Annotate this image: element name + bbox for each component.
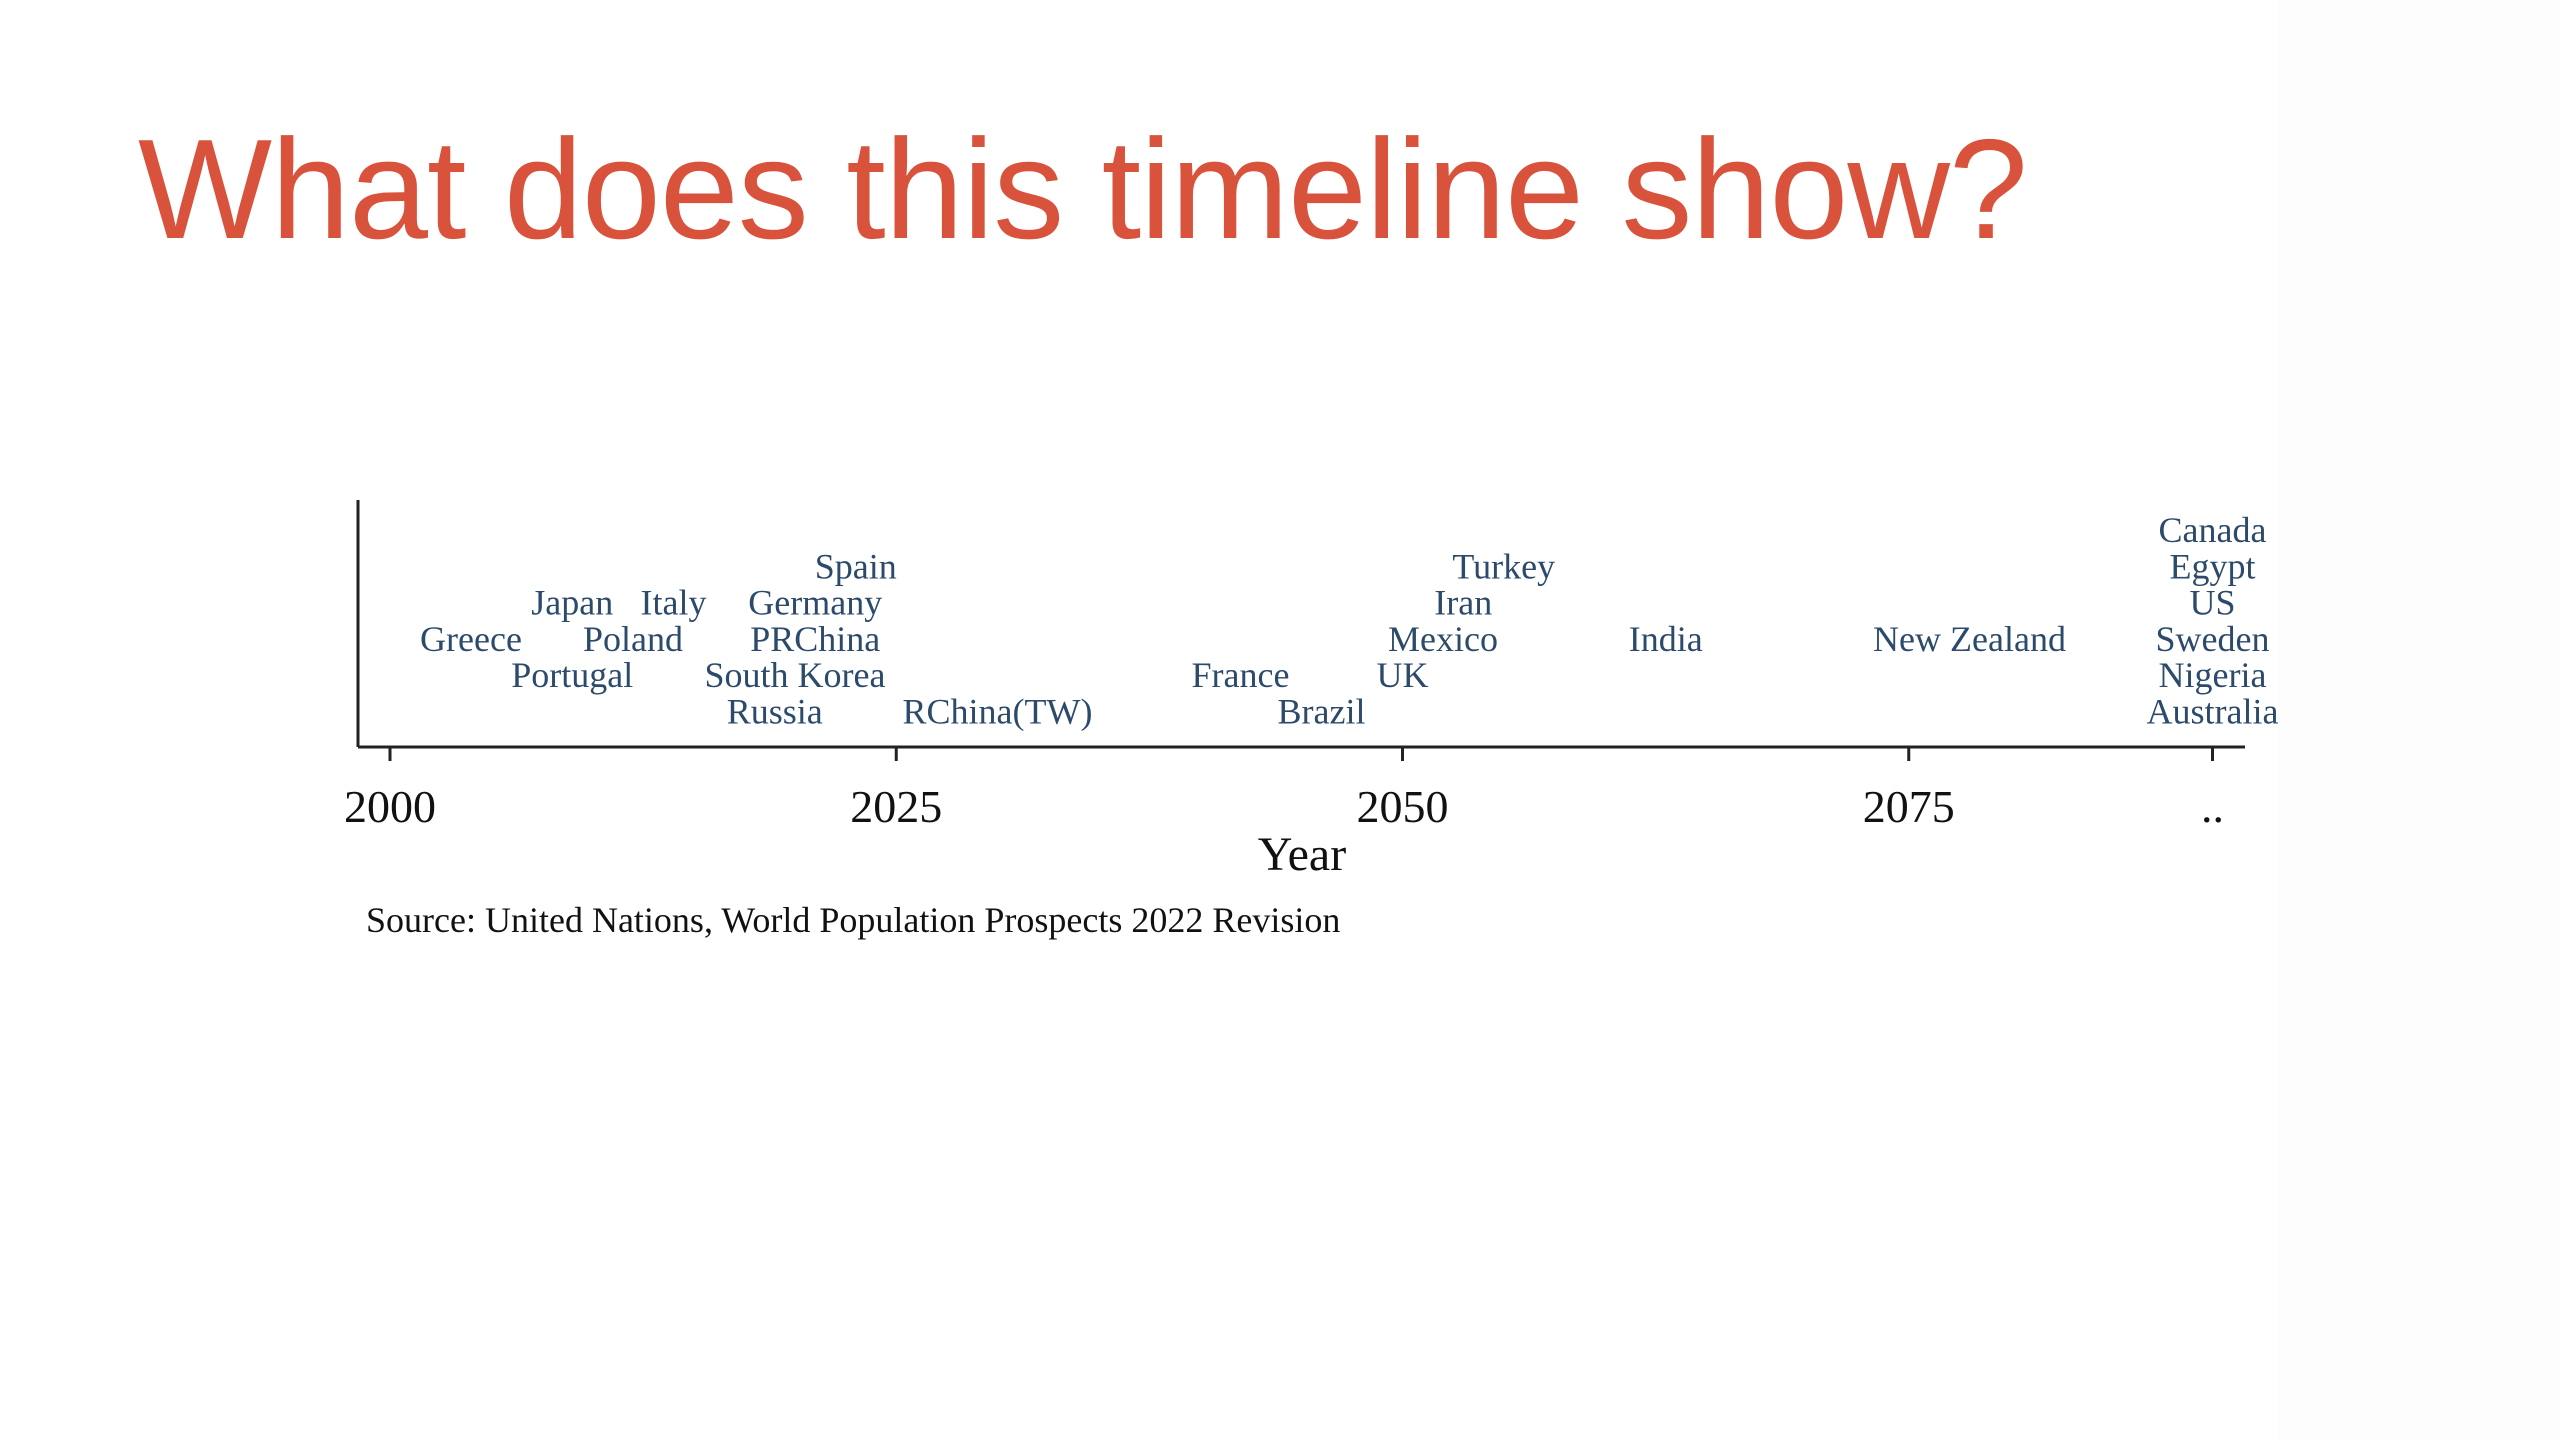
x-tick-label: 2075 bbox=[1863, 781, 1955, 832]
country-label-prchina: PRChina bbox=[750, 619, 880, 659]
country-label-brazil: Brazil bbox=[1278, 692, 1366, 732]
country-label-greece: Greece bbox=[420, 619, 522, 659]
country-label-portugal: Portugal bbox=[511, 655, 633, 695]
x-axis-title: Year bbox=[1258, 828, 1346, 881]
country-label-nigeria: Nigeria bbox=[2159, 655, 2267, 695]
country-label-france: France bbox=[1192, 655, 1290, 695]
x-tick-label: 2025 bbox=[850, 781, 942, 832]
country-label-us: US bbox=[2189, 583, 2235, 623]
right-panel bbox=[2278, 0, 2560, 1440]
country-label-rchina-tw: RChina(TW) bbox=[903, 692, 1093, 732]
country-label-canada: Canada bbox=[2159, 510, 2267, 550]
x-tick-label: 2000 bbox=[344, 781, 436, 832]
country-label-russia: Russia bbox=[727, 692, 823, 732]
country-label-japan: Japan bbox=[531, 583, 613, 623]
country-label-australia: Australia bbox=[2147, 692, 2279, 732]
country-label-uk: UK bbox=[1377, 655, 1429, 695]
country-label-germany: Germany bbox=[748, 583, 882, 623]
country-label-egypt: Egypt bbox=[2170, 546, 2256, 586]
country-label-new-zealand: New Zealand bbox=[1873, 619, 2066, 659]
x-ticks: 2000 2025 2050 2075.. bbox=[344, 747, 2224, 832]
x-tick-label: .. bbox=[2201, 781, 2224, 832]
source-note: Source: United Nations, World Population… bbox=[366, 900, 1340, 940]
x-tick-label: 2050 bbox=[1357, 781, 1449, 832]
country-label-poland: Poland bbox=[583, 619, 683, 659]
country-label-south-korea: South Korea bbox=[705, 655, 886, 695]
slide-title: What does this timeline show? bbox=[138, 110, 2028, 269]
country-label-mexico: Mexico bbox=[1388, 619, 1498, 659]
country-label-italy: Italy bbox=[641, 583, 707, 623]
country-label-sweden: Sweden bbox=[2156, 619, 2270, 659]
country-label-spain: Spain bbox=[815, 546, 897, 586]
country-label-turkey: Turkey bbox=[1452, 546, 1555, 586]
country-label-india: India bbox=[1629, 619, 1703, 659]
country-label-iran: Iran bbox=[1434, 583, 1492, 623]
